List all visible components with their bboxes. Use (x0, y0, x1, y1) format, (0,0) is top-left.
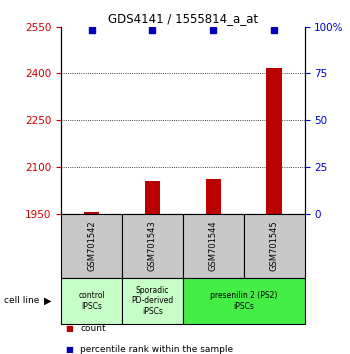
Text: GSM701542: GSM701542 (87, 221, 96, 272)
Text: percentile rank within the sample: percentile rank within the sample (80, 345, 234, 354)
Bar (266, 68, 282, 214)
Bar (206, 179, 221, 214)
Text: Sporadic
PD-derived
iPSCs: Sporadic PD-derived iPSCs (131, 286, 174, 316)
Bar (122, 214, 183, 278)
Bar (183, 278, 304, 324)
Bar (61, 214, 122, 278)
Text: control
IPSCs: control IPSCs (78, 291, 105, 310)
Bar (244, 214, 304, 278)
Text: presenilin 2 (PS2)
iPSCs: presenilin 2 (PS2) iPSCs (210, 291, 278, 310)
Bar (84, 212, 99, 214)
Text: cell line: cell line (4, 296, 39, 306)
Text: GSM701545: GSM701545 (270, 221, 279, 272)
Bar (145, 181, 160, 214)
Text: GSM701543: GSM701543 (148, 221, 157, 272)
Bar (61, 278, 122, 324)
Title: GDS4141 / 1555814_a_at: GDS4141 / 1555814_a_at (108, 12, 258, 25)
Text: ■: ■ (65, 324, 73, 333)
Text: ■: ■ (65, 345, 73, 354)
Text: count: count (80, 324, 106, 333)
Bar (122, 278, 183, 324)
Text: ▶: ▶ (43, 296, 51, 306)
Text: GSM701544: GSM701544 (209, 221, 218, 272)
Bar (183, 214, 244, 278)
